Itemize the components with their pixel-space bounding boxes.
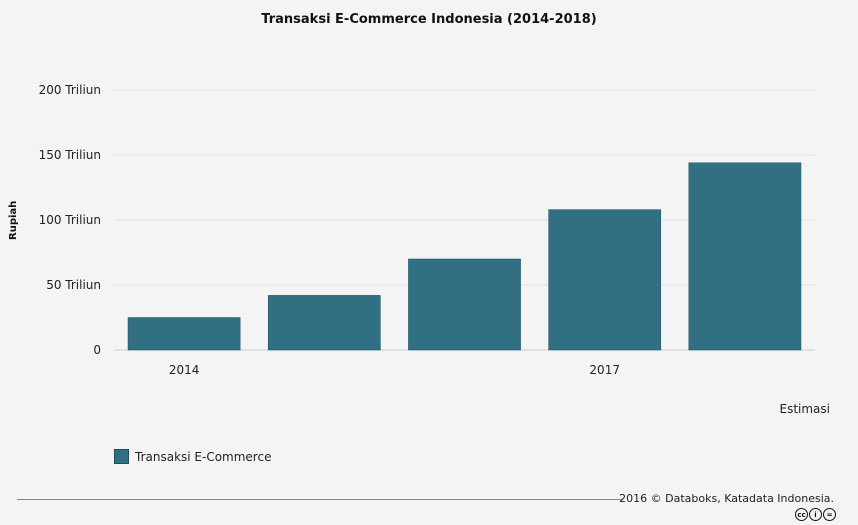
x-tick-label: 2017 (589, 363, 620, 377)
bar (688, 162, 802, 351)
chart-title: Transaksi E-Commerce Indonesia (2014-201… (261, 12, 597, 27)
bar (548, 209, 662, 351)
bar (127, 317, 241, 351)
nd-icon: = (823, 508, 836, 521)
x-tick-label: 2014 (169, 363, 200, 377)
y-tick-label: 50 Triliun (46, 278, 101, 292)
credit-text: 2016 © Databoks, Katadata Indonesia. (619, 492, 834, 505)
footer-divider (17, 499, 623, 500)
estimate-annotation: Estimasi (779, 402, 830, 416)
bar-chart: 0 50 Triliun 100 Triliun 150 Triliun 200 Tri… (39, 83, 815, 377)
legend[interactable]: Transaksi E-Commerce (114, 449, 271, 464)
license-icons[interactable]: cc i = (795, 508, 836, 521)
cc-icon: cc (795, 508, 808, 521)
bar (267, 295, 381, 351)
y-axis-label: Rupiah (8, 200, 19, 240)
y-tick-label: 0 (93, 343, 101, 357)
by-icon: i (809, 508, 822, 521)
y-tick-label: 200 Triliun (39, 83, 101, 97)
legend-swatch (114, 449, 129, 464)
y-tick-label: 150 Triliun (39, 148, 101, 162)
legend-label: Transaksi E-Commerce (135, 449, 272, 464)
bar (408, 258, 521, 351)
y-tick-label: 100 Triliun (39, 213, 101, 227)
